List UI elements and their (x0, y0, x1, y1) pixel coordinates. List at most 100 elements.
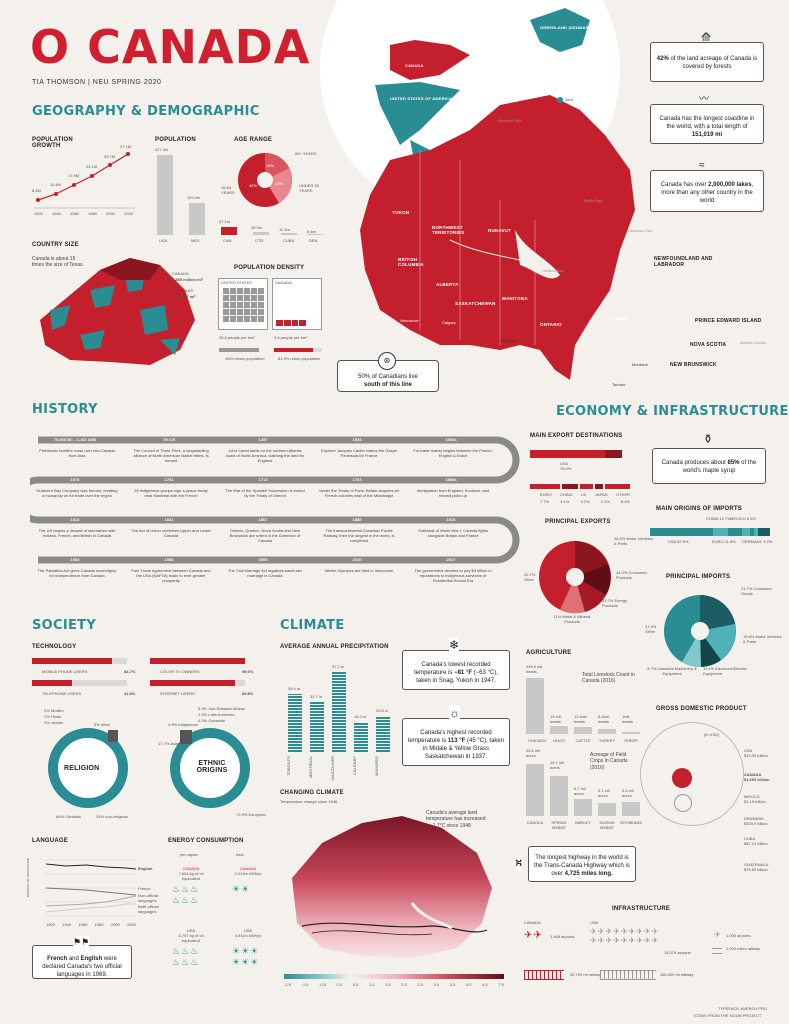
age-range-title: AGE RANGE (234, 137, 273, 143)
fact-coastline: 〰 Canada has the longest coastline in th… (650, 94, 764, 144)
beaufort-label: Beaufort Sea (498, 118, 522, 123)
infra-ca-airports: 1,468 airports (550, 934, 575, 939)
ll3: TURKEY (598, 738, 616, 743)
cs5: 1.0 (368, 982, 375, 987)
pop-bar-ctr (253, 232, 269, 235)
export-ov3: 2.1% (600, 499, 610, 504)
density-us-label: UNITED STATES (221, 280, 252, 285)
gdp-cuba: CUBA $87.13 billion (744, 836, 768, 846)
water-icon: ≈ (699, 160, 705, 171)
country-size-title: COUNTRY SIZE (32, 242, 79, 248)
canada-inset-label: CANADA (405, 63, 424, 68)
low-temp-fact: ❄ Canada's lowest recorded temperature i… (402, 637, 510, 690)
io-mexico: MEXICO 6.3% (730, 516, 757, 521)
gdp-canada-circle (672, 768, 692, 788)
livestock-bar-sheep (622, 732, 640, 734)
fact-forests: ⟰ 42% of the land acreage of Canada is c… (650, 30, 764, 82)
pop-v4: 11.3m (279, 227, 290, 232)
cv3: 5.1 mil acres (598, 788, 610, 798)
eth-latin: 1.3% Latin American (198, 712, 235, 717)
pop-l0: USA (159, 238, 168, 243)
ll2: CATTLE (575, 738, 591, 743)
precip-bar-calgary (354, 722, 368, 752)
age-range-chart: 16% 42% 22% 65+ YEARS 15-64 YEARS UNDER … (221, 145, 323, 215)
history-year: 1885 (352, 517, 362, 522)
cl0: CANOLA (526, 820, 544, 825)
climate-scale-bar (284, 974, 504, 979)
tech-title: TECHNOLOGY (32, 644, 77, 650)
energy-per-capita: per capita (180, 852, 198, 857)
ly3: 1980 (94, 922, 104, 927)
pop-v2: 37.1m (219, 219, 231, 224)
history-year: 2010 (352, 557, 362, 562)
pv2: 57.2 in (332, 664, 345, 669)
eth-oceanian: 0.3% Oceanian (198, 718, 226, 723)
history-year: 1763 (352, 477, 362, 482)
ethnic-asian-slice (180, 730, 192, 744)
province-bc: BRITISH COLUMBIA (398, 257, 424, 267)
flags-icon: ⚑⚑ (73, 936, 90, 949)
export-ov1: 4.1% (560, 499, 570, 504)
gdp-canada: CANADA $1.653 trillion (744, 772, 770, 782)
livestock-bar-cattle (574, 727, 592, 734)
age-v0: 16% (266, 163, 275, 168)
population-title: POPULATION (155, 137, 196, 143)
history-event: The Civil Marriage Act legalizes same-se… (227, 568, 303, 578)
lv4: 1mil heads (622, 714, 633, 724)
pop-growth-title: POPULATION GROWTH (32, 137, 73, 149)
province-manitoba: MANITOBA (502, 296, 528, 301)
tech-mobile-bar (32, 658, 127, 664)
energy-us-icons: ♨♨♨ ♨♨♨ (172, 946, 200, 967)
ll1: HOGS (553, 738, 565, 743)
history-event: The Act of Union combines Upper and Lowe… (131, 528, 211, 538)
livestock-chart: 145.5 mil heads 14 mil heads 12.5mil hea… (524, 664, 642, 748)
pg-v1: 11.4M (50, 182, 61, 187)
province-nunavut: NUNAVUT (488, 228, 512, 233)
changing-climate-title: CHANGING CLIMATE (280, 790, 344, 796)
history-year: 1988 (164, 557, 174, 562)
history-year: 70,000 BC - C.AD 1000 (53, 437, 97, 442)
crop-bar-canola (526, 764, 544, 816)
us-urban-bar (219, 348, 267, 352)
geo-section-title: GEOGRAPHY & DEMOGRAPHIC (32, 104, 260, 119)
gdp-unit: (in USD) (704, 732, 720, 737)
history-year: 1841 (164, 517, 174, 522)
rel-hindu: 1% Hindu (44, 714, 62, 719)
cs4: 0.5 (352, 982, 359, 987)
province-yukon: YUKON (392, 210, 410, 215)
history-event: Explorer Jacques Cartier claims the Gasp… (320, 448, 398, 458)
language-chart: PERCENT OF POPULATION (26, 852, 146, 922)
rel-muslim: 3% Muslim (44, 708, 64, 713)
province-nwt: NORTHWEST TERRITORIES (432, 225, 465, 235)
page-title: O CANADA (30, 20, 311, 74)
cs3: 0.0 (336, 982, 343, 987)
pi-machinery: 9.7% Industrial Machinery & Equipment (647, 666, 697, 676)
pg-y1: 1940 (52, 211, 61, 216)
religion-title: RELIGION (64, 765, 100, 772)
tech-tv-label: COLOR TV OWNERS (160, 669, 200, 674)
history-year: 1701 (164, 477, 174, 482)
sun-icon: ☼ (449, 705, 460, 722)
texas-size-value: 268,597 mi² (174, 294, 196, 299)
crop-bar-durum (598, 803, 616, 816)
agriculture-title: AGRICULTURE (526, 650, 572, 656)
language-years: 1900 1940 1960 1980 2000 2020 (46, 922, 136, 927)
changing-climate-note: Canada's average land temperature has in… (426, 810, 486, 829)
high-temp-fact: ☼ Canada's highest recorded temperature … (402, 705, 510, 766)
economy-section-title: ECONOMY & INFRASTRUCTURE (556, 404, 789, 419)
density-us-box: UNITED STATES (218, 278, 268, 330)
hudson-label: Hudson Bay (542, 268, 564, 273)
lang-both: Both official languages (138, 904, 159, 914)
pe-energy: 13.7% Energy Products (602, 598, 628, 608)
city-toronto: Toronto (612, 382, 626, 387)
greenland-label: GREENLAND (DENMARK) (540, 25, 594, 30)
cv2: 6.7 mil acres (574, 786, 586, 796)
history-year: 1867 (258, 517, 268, 522)
gdp-title: GROSS DOMESTIC PRODUCT (656, 706, 747, 712)
snowflake-icon: ❄ (449, 637, 460, 654)
pv3: 16.3 in (354, 714, 367, 719)
export-o4: OTHER (616, 492, 630, 497)
credits-typeface: TYPEFACE: AVERCU PRO (718, 1006, 768, 1011)
pop-l2: CAN (223, 238, 232, 243)
credits-icons: ICONS FROM THE NOUN PROJECT (694, 1013, 762, 1018)
